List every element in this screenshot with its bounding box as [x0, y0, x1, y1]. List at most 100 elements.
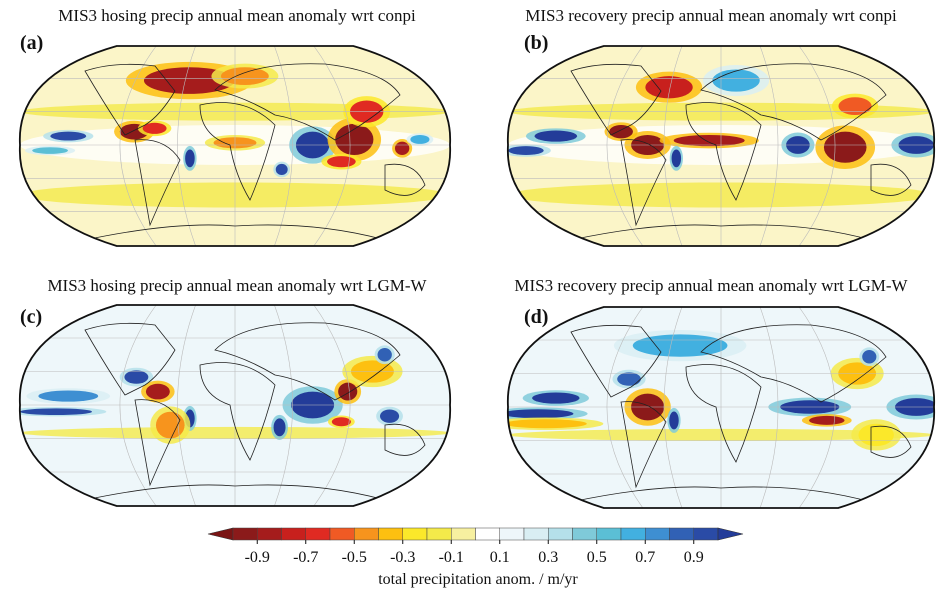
coastline — [700, 63, 887, 141]
anomaly-region: Maritime Continent: -1 — [823, 131, 867, 163]
map-field: Gulf of Mexico: 0.9Caribbean: -0.9 North … — [19, 305, 451, 506]
coastline — [384, 423, 426, 456]
coastline — [84, 322, 176, 396]
anomaly-region: Australia N: 0.9 — [380, 409, 400, 423]
coastline — [870, 425, 912, 458]
graticule-meridian — [663, 307, 683, 508]
graticule-meridian — [606, 307, 644, 508]
anomaly-region: East Pacific ITCZ: 0.9 — [50, 131, 87, 141]
colorbar-tick-label: 0.5 — [587, 549, 607, 566]
coastline — [570, 486, 872, 503]
graticule-meridian — [798, 46, 836, 246]
anomaly-region: Brazil coast: 1 — [669, 411, 679, 430]
graticule-meridian — [119, 305, 157, 506]
panel-a-label: (a) — [20, 32, 44, 54]
colorbar-tick-label: -0.9 — [245, 549, 270, 566]
map-border — [19, 45, 451, 247]
coastline — [214, 322, 401, 401]
coastline — [570, 324, 662, 398]
anomaly-region: Bay of Bengal / SE Asia: -1 — [335, 123, 374, 155]
map-b: North Atlantic: -0.8 Northern Europe: 0.6… — [507, 45, 935, 247]
panel-b-title: MIS3 recovery precip annual mean anomaly… — [525, 6, 897, 25]
coastline — [685, 102, 762, 201]
panel-c: MIS3 hosing precip annual mean anomaly w… — [0, 270, 474, 540]
coastline — [570, 63, 662, 136]
anomaly-region: Equatorial Atlantic: -0.9 — [673, 135, 745, 147]
colorbar-tick-label: 0.9 — [684, 549, 704, 566]
coastline — [134, 399, 181, 487]
coastline — [199, 102, 276, 201]
anomaly-region: Brazil coast: 1 — [671, 149, 682, 168]
coastline — [700, 324, 887, 403]
anomaly-region: New Guinea: -0.9 — [394, 141, 410, 155]
graticule-meridian — [663, 46, 683, 246]
graticule-meridian — [177, 46, 196, 246]
anomaly-region: East Asia: -0.6 — [838, 97, 872, 116]
anomaly-region: Northern Europe: 0.6 — [712, 69, 760, 92]
coastline — [620, 139, 667, 227]
colorbar-title: total precipitation anom. / m/yr — [378, 571, 578, 588]
anomaly-region: South Indian Ocean: -0.7 — [327, 156, 356, 168]
anomaly-region: South Pacific band: 1 — [507, 409, 574, 419]
anomaly-region: Japan / Okhotsk: 0.8 — [377, 348, 392, 362]
coastline — [214, 63, 401, 141]
colorbar-tick-label: -0.1 — [439, 549, 464, 566]
anomaly-region: North Pacific ITCZ: 0.7 — [38, 390, 99, 402]
coastline — [570, 224, 872, 241]
panel-c-title: MIS3 hosing precip annual mean anomaly w… — [47, 276, 427, 295]
coastline — [620, 401, 667, 489]
graticule-meridian — [759, 307, 779, 508]
anomaly-region: Gulf of Mexico: 0.9 — [124, 370, 149, 384]
coastline — [384, 163, 426, 196]
coastline — [84, 224, 386, 241]
colorbar-tick-label: -0.7 — [293, 549, 318, 566]
anomaly-region: Bay of Bengal: -1 — [338, 382, 358, 401]
anomaly-region: South America central: -0.5 — [155, 411, 185, 439]
map-border — [507, 306, 935, 509]
anomaly-region: South Pacific: 0.9 — [508, 146, 544, 155]
graticule-meridian — [119, 46, 157, 246]
anomaly-region: North Atlantic: -0.8 — [645, 76, 693, 99]
anomaly-region: Central America: -1 — [609, 125, 633, 139]
anomaly-region: South Pacific: 0.5 — [32, 147, 68, 154]
anomaly-region: South Indian Ocean: -0.7 — [331, 417, 351, 427]
coastline — [199, 362, 276, 461]
coastline — [134, 139, 181, 227]
map-field: North Atlantic: -0.8 Northern Europe: 0.6… — [507, 46, 935, 246]
anomaly-region: Mozambique: 0.9 — [275, 163, 288, 175]
graticule-meridian — [798, 307, 836, 508]
map-d: North Atlantic: 0.6 Gulf of Mexico: 0.8 No… — [507, 306, 935, 509]
anomaly-region: Brazil coast: 1 — [185, 149, 195, 168]
map-a: North Atlantic / Greenland: -0.9Northern… — [19, 45, 451, 247]
map-field: North Atlantic / Greenland: -0.9Northern… — [19, 46, 451, 246]
map-c: Gulf of Mexico: 0.9Caribbean: -0.9 North … — [19, 304, 451, 507]
anomaly-region: Caribbean: -0.7 — [142, 122, 167, 134]
anomaly-region: Mozambique: 1 — [273, 418, 286, 437]
anomaly-region: Japan / Okhotsk: 0.8 — [862, 350, 877, 364]
graticule-meridian — [606, 46, 644, 246]
colorbar-tick-label: 0.1 — [490, 549, 510, 566]
panel-a: MIS3 hosing precip annual mean anomaly w… — [0, 0, 474, 270]
panel-b: MIS3 recovery precip annual mean anomaly… — [474, 0, 948, 270]
graticule-meridian — [274, 46, 293, 246]
graticule-meridian — [759, 46, 779, 246]
panel-d-title: MIS3 recovery precip annual mean anomaly… — [514, 276, 908, 295]
panel-b-label: (b) — [524, 32, 549, 54]
coastline — [84, 484, 386, 501]
coastline — [870, 163, 912, 196]
graticule-meridian — [274, 305, 293, 506]
panel-d: MIS3 recovery precip annual mean anomaly… — [474, 270, 948, 540]
colorbar-tick-label: -0.3 — [390, 549, 415, 566]
map-border — [19, 304, 451, 507]
anomaly-region: South Indian Ocean: -0.9 — [809, 415, 845, 425]
anomaly-region: Northern Europe: -0.5 — [221, 67, 269, 86]
map-border — [507, 45, 935, 247]
anomaly-region: South Pacific band: 0.9 — [20, 408, 92, 416]
anomaly-region: West Pacific warm pool: 0.6 — [410, 135, 430, 144]
anomaly-region: Subtropical South Pacific: -0.4 — [507, 419, 587, 429]
anomaly-region: North Atlantic: 0.6 — [632, 334, 728, 357]
anomaly-region: Gulf of Mexico: 0.8 — [617, 372, 641, 386]
colorbar-tick-label: 0.7 — [635, 549, 655, 566]
panel-c-label: (c) — [20, 306, 43, 328]
panel-a-title: MIS3 hosing precip annual mean anomaly w… — [58, 6, 416, 25]
